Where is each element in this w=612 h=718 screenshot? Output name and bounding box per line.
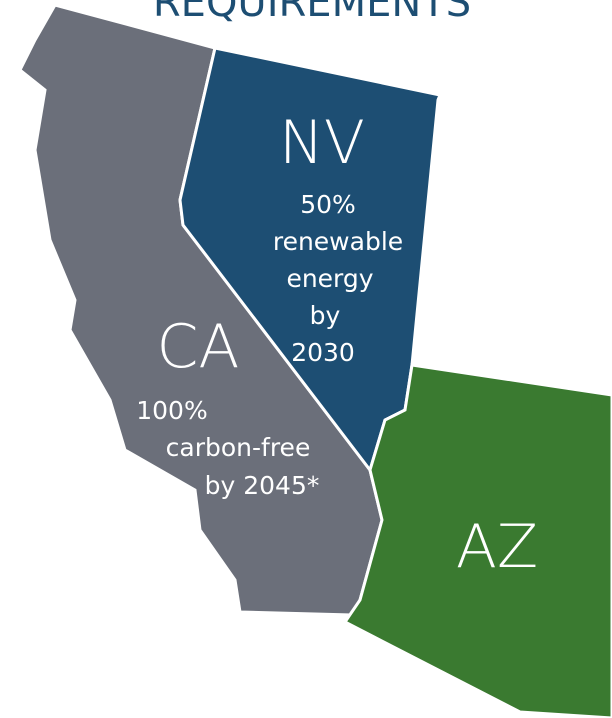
state-label: CA — [157, 312, 240, 382]
state-note: by 2045* — [205, 471, 320, 500]
state-note: 100% — [136, 396, 207, 425]
state-note: renewable — [273, 227, 403, 256]
title: REQUIREMENTS — [153, 0, 471, 26]
arizona — [342, 363, 612, 718]
state-note: 2030 — [291, 338, 355, 367]
state-note: 50% — [300, 190, 356, 219]
state-note: by — [310, 301, 341, 330]
state-note: energy — [286, 264, 373, 293]
state-note: carbon-free — [166, 433, 311, 462]
state-label: NV — [279, 108, 365, 178]
state-label: AZ — [456, 512, 538, 582]
